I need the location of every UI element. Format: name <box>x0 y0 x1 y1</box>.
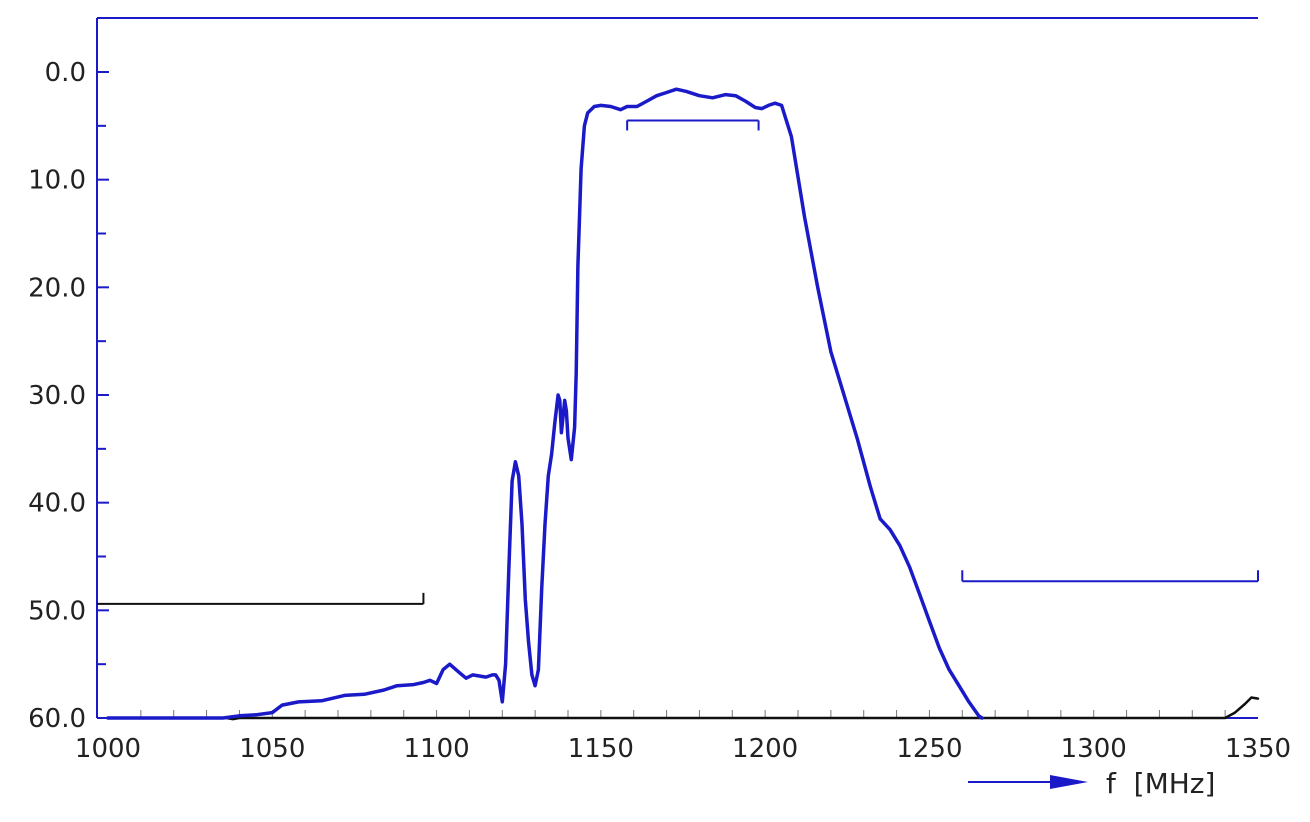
response-trace-line <box>106 87 984 720</box>
series-layer <box>106 87 1260 721</box>
x-tick-label: 1050 <box>239 734 305 764</box>
x-tick-label: 1000 <box>75 734 141 764</box>
noise-floor-trace-line <box>225 696 1260 721</box>
y-tick-labels: 0.0 10.0 20.0 30.0 40.0 50.0 60.0 <box>28 58 86 734</box>
y-tick-label: 20.0 <box>28 273 86 303</box>
x-tick-label: 1300 <box>1061 734 1127 764</box>
x-axis-arrow-head <box>1050 775 1088 789</box>
y-tick-label: 0.0 <box>45 58 86 88</box>
y-tick-label: 10.0 <box>28 166 86 196</box>
x-tick-labels: 1000 1050 1100 1150 1200 1250 1300 1350 <box>75 734 1291 764</box>
x-tick-label: 1250 <box>896 734 962 764</box>
x-axis-label: f [MHz] <box>1106 767 1215 800</box>
x-tick-label: 1150 <box>568 734 634 764</box>
x-tick-label: 1200 <box>732 734 798 764</box>
minor-ticks <box>97 71 1226 719</box>
x-tick-label: 1350 <box>1225 734 1291 764</box>
x-axis-label-group: f [MHz] <box>968 767 1215 800</box>
axes <box>96 17 1258 719</box>
y-tick-label: 30.0 <box>28 381 86 411</box>
limit-lines <box>97 119 1259 605</box>
y-tick-label: 40.0 <box>28 489 86 519</box>
x-tick-label: 1100 <box>403 734 469 764</box>
y-tick-label: 50.0 <box>28 596 86 626</box>
y-tick-label: 60.0 <box>28 704 86 734</box>
